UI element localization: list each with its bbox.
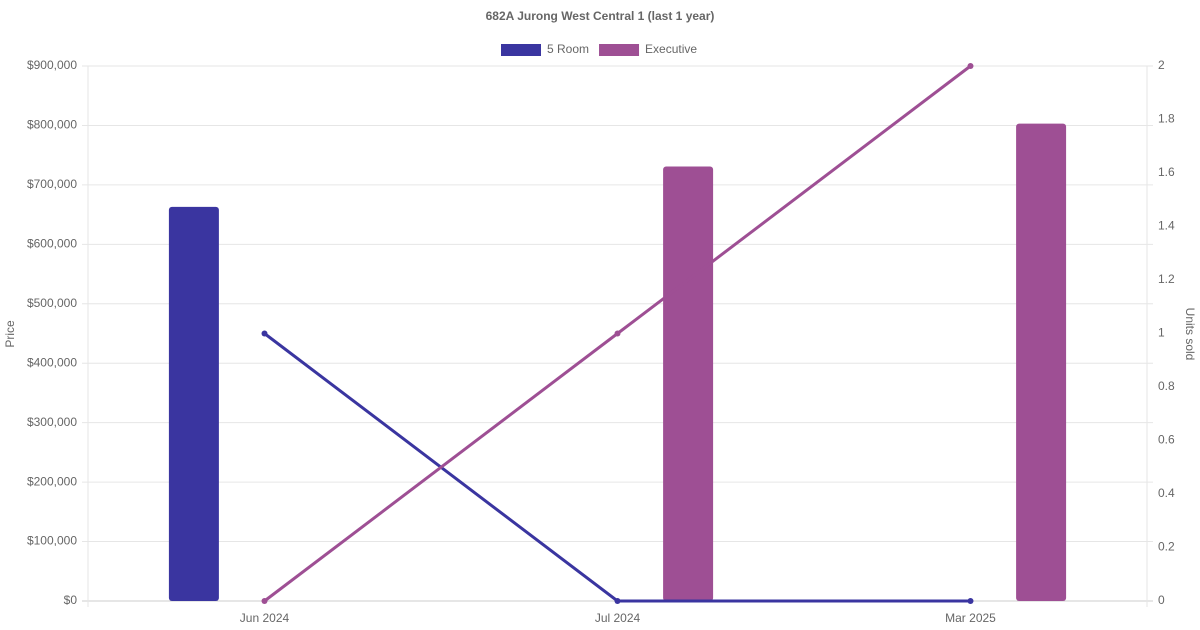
bar — [1016, 123, 1067, 602]
line-point — [261, 598, 268, 604]
line-point — [967, 598, 974, 604]
y-tick-label: $700,000 — [27, 177, 77, 191]
y-tick-label: $100,000 — [27, 534, 77, 548]
y-axis-title: Price — [3, 320, 17, 348]
line-point — [967, 63, 974, 69]
legend-swatch — [599, 44, 640, 56]
y2-tick-label: 1.2 — [1158, 272, 1175, 286]
y2-tick-label: 1.6 — [1158, 165, 1175, 179]
line-point — [261, 330, 268, 337]
y-tick-label: $400,000 — [27, 355, 77, 369]
line-point — [614, 330, 621, 337]
y2-tick-label: 0.8 — [1158, 379, 1175, 393]
y2-tick-label: 1.8 — [1158, 112, 1175, 126]
line-point — [614, 598, 621, 604]
y2-tick-label: 1.4 — [1158, 219, 1175, 233]
x-tick-label: Jul 2024 — [595, 611, 641, 625]
y2-tick-label: 0 — [1158, 593, 1165, 607]
x-tick-label: Jun 2024 — [240, 611, 290, 625]
y-tick-label: $0 — [64, 593, 78, 607]
bar — [168, 206, 219, 601]
y-tick-label: $600,000 — [27, 237, 77, 251]
y2-tick-label: 0.2 — [1158, 540, 1175, 554]
y-tick-label: $900,000 — [27, 58, 77, 72]
y2-tick-label: 0.6 — [1158, 433, 1175, 447]
bar — [663, 166, 714, 601]
y2-axis-title: Units sold — [1183, 308, 1197, 361]
y2-tick-label: 1 — [1158, 326, 1165, 340]
line — [263, 332, 971, 603]
legend-label: 5 Room — [547, 42, 589, 56]
x-tick-label: Mar 2025 — [945, 611, 996, 625]
y2-tick-label: 2 — [1158, 58, 1165, 72]
y-tick-label: $500,000 — [27, 296, 77, 310]
y-tick-label: $200,000 — [27, 474, 77, 488]
y2-tick-label: 0.4 — [1158, 486, 1175, 500]
chart-title: 682A Jurong West Central 1 (last 1 year) — [486, 9, 715, 23]
legend-swatch — [501, 44, 541, 56]
legend-label: Executive — [645, 42, 697, 56]
y-tick-label: $300,000 — [27, 415, 77, 429]
y-tick-label: $800,000 — [27, 118, 77, 132]
